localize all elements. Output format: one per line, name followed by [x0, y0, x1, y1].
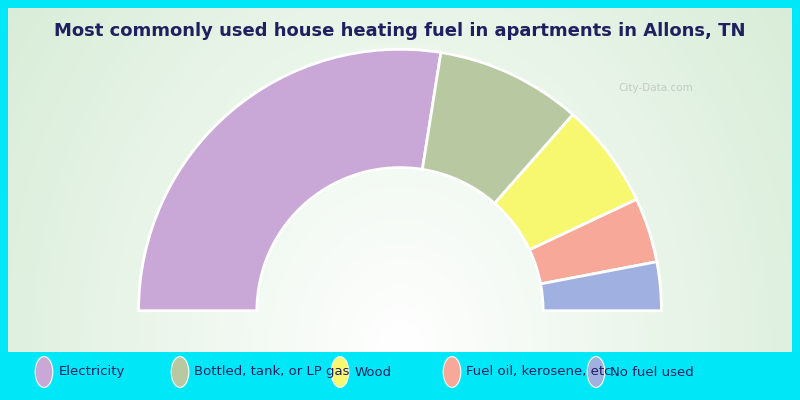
Text: Electricity: Electricity [58, 366, 125, 378]
Text: No fuel used: No fuel used [610, 366, 694, 378]
Ellipse shape [331, 357, 349, 387]
Ellipse shape [587, 357, 605, 387]
Wedge shape [494, 115, 637, 250]
Text: Fuel oil, kerosene, etc.: Fuel oil, kerosene, etc. [466, 366, 616, 378]
Text: Wood: Wood [354, 366, 391, 378]
Text: Bottled, tank, or LP gas: Bottled, tank, or LP gas [194, 366, 350, 378]
Ellipse shape [443, 357, 461, 387]
Text: City-Data.com: City-Data.com [618, 83, 694, 93]
Wedge shape [422, 52, 573, 203]
Ellipse shape [35, 357, 53, 387]
Wedge shape [541, 262, 662, 311]
Wedge shape [530, 200, 657, 284]
Text: Most commonly used house heating fuel in apartments in Allons, TN: Most commonly used house heating fuel in… [54, 22, 746, 40]
Wedge shape [138, 49, 441, 311]
Ellipse shape [171, 357, 189, 387]
